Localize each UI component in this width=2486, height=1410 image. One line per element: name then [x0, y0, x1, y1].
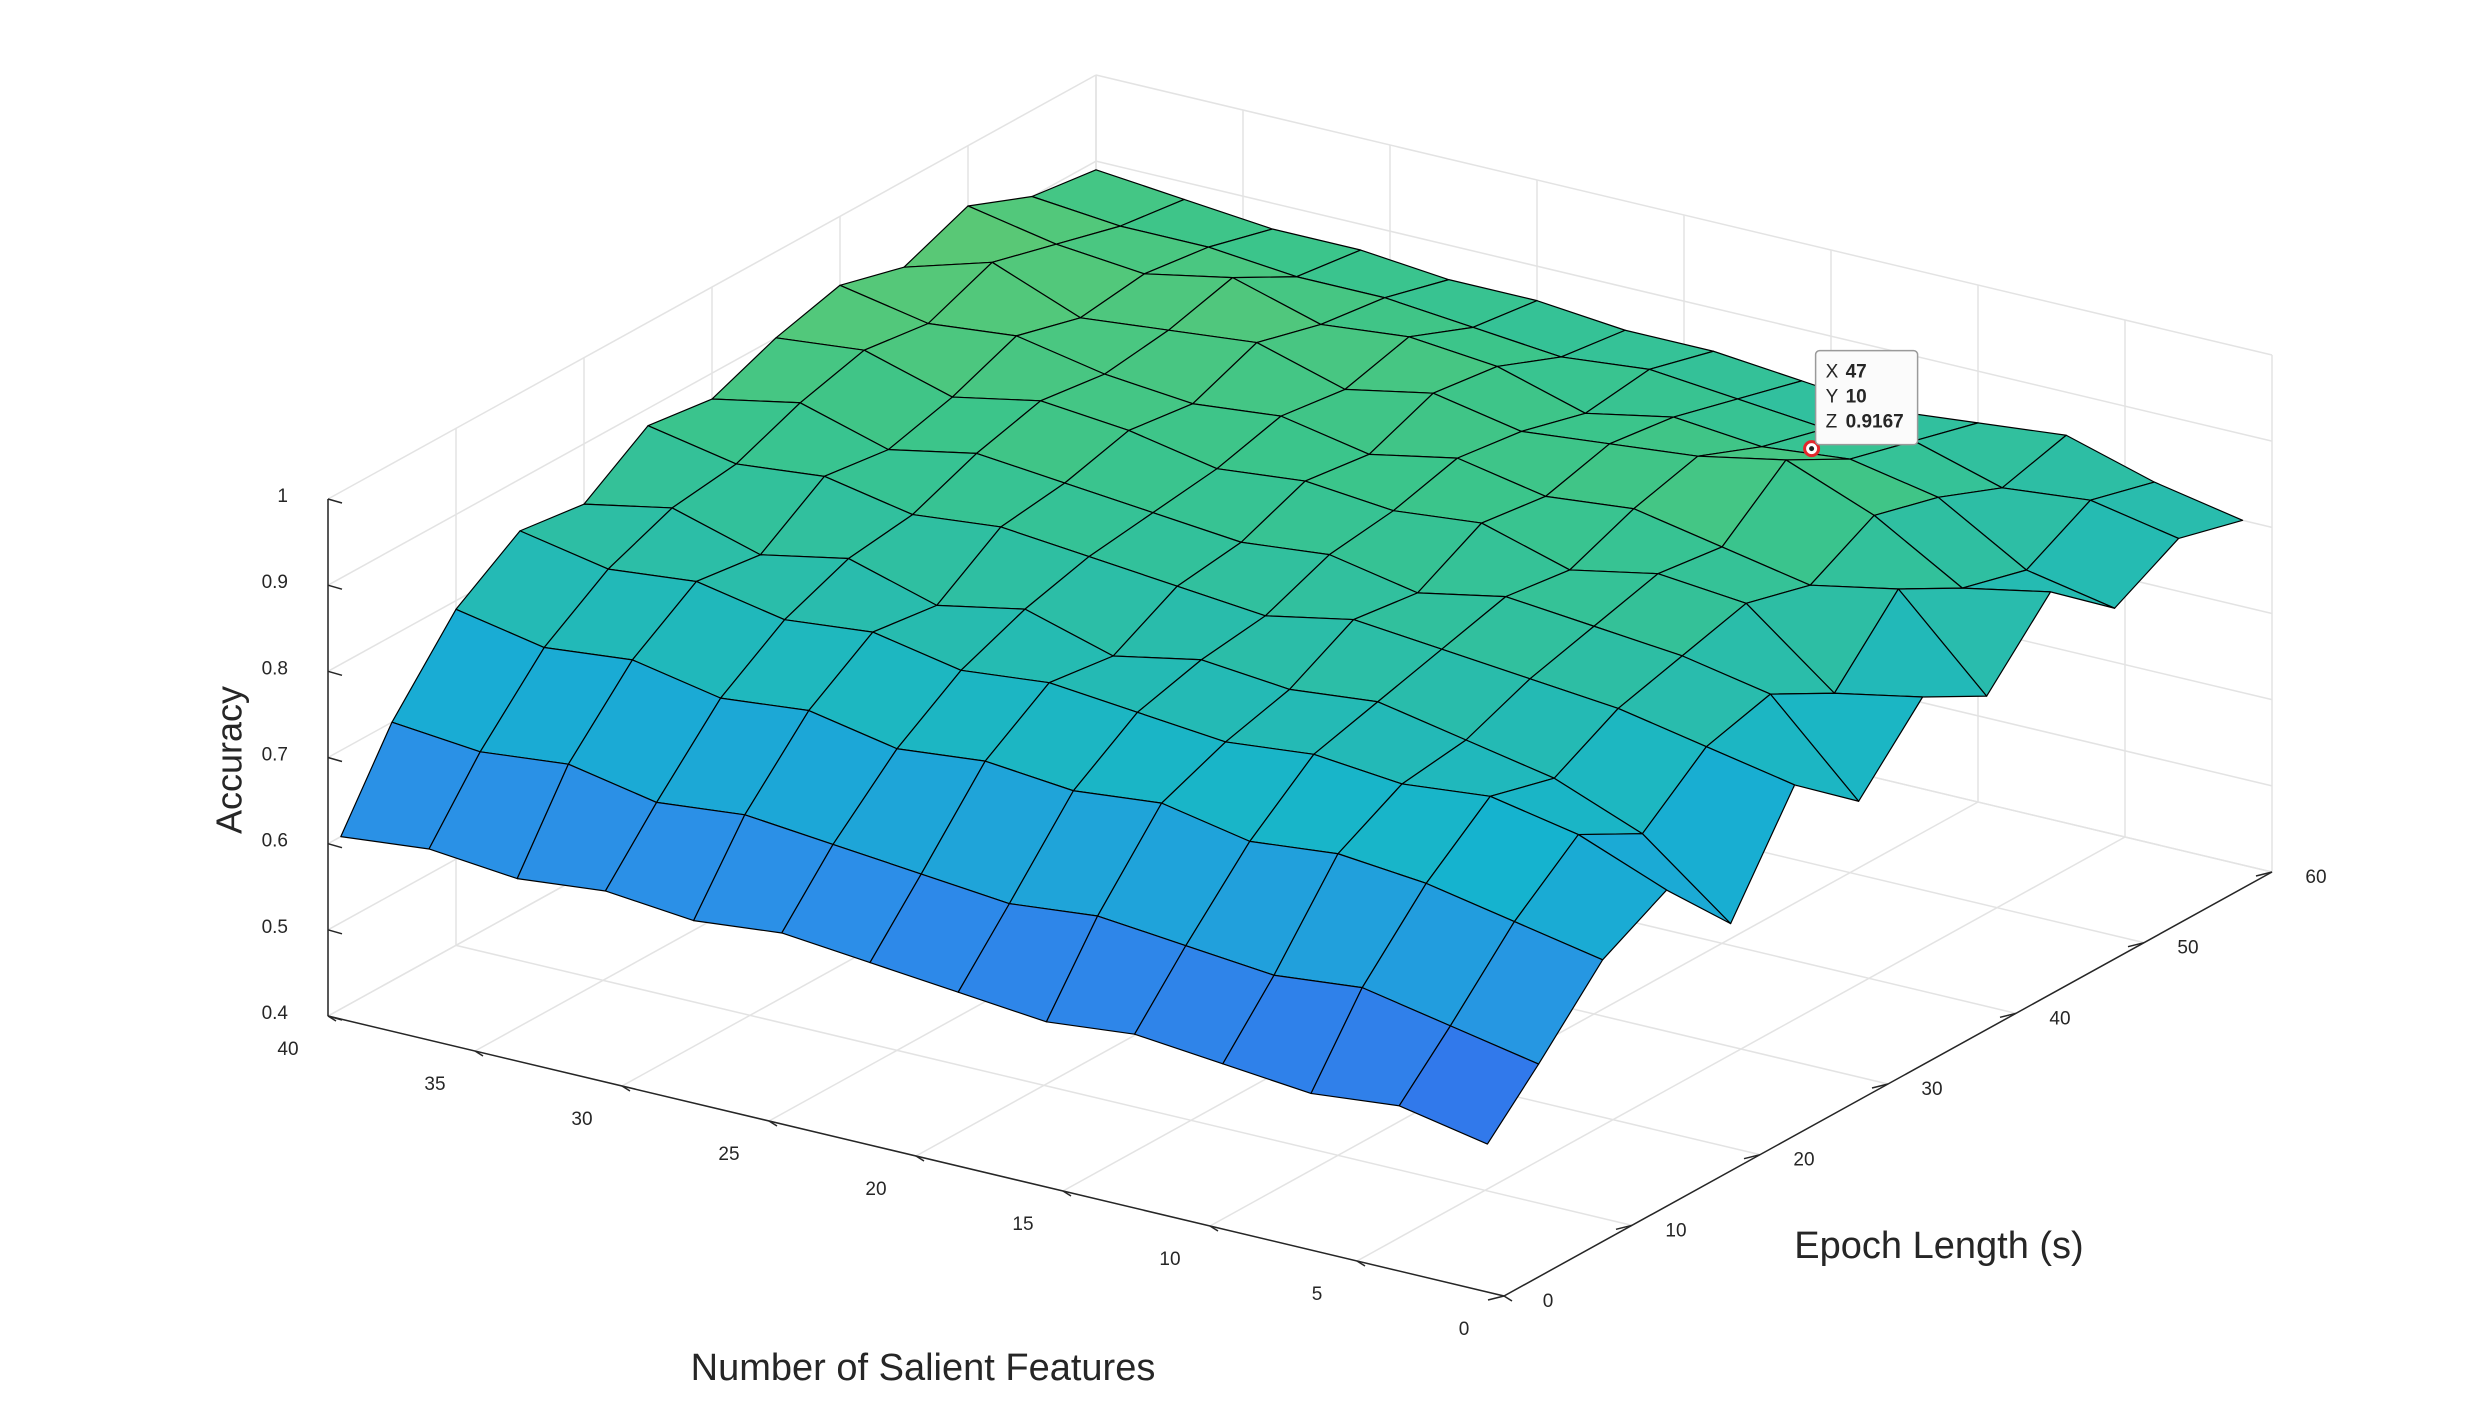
x-tick: [1487, 1295, 1505, 1301]
y-tick-label: 15: [1012, 1214, 1033, 1235]
y-tick-label: 5: [1312, 1284, 1323, 1305]
datatip-label: Z: [1826, 412, 1838, 433]
x-tick-label: 30: [1921, 1079, 1942, 1100]
grid-line: [1095, 160, 2273, 442]
y-tick-label: 0: [1459, 1319, 1470, 1340]
y-tick: [621, 1085, 631, 1092]
datatip-marker-dot: [1809, 446, 1815, 452]
x-tick-label: 20: [1793, 1150, 1814, 1171]
z-tick-label: 1: [277, 486, 288, 507]
datatip-value: 47: [1846, 362, 1867, 383]
datatip-value: 0.9167: [1846, 412, 1904, 433]
x-tick: [1999, 1012, 2017, 1019]
z-tick-label: 0.7: [262, 745, 288, 766]
x-tick-label: 10: [1665, 1220, 1686, 1241]
grid-line: [1095, 74, 2273, 356]
z-tick-label: 0.8: [262, 658, 288, 679]
y-tick: [1503, 1295, 1513, 1302]
x-tick: [2127, 941, 2145, 948]
x-tick: [1871, 1083, 1889, 1089]
x-axis-label: Epoch Length (s): [1794, 1225, 2083, 1267]
y-tick: [1062, 1190, 1072, 1197]
grid-line: [1356, 836, 2126, 1262]
y-tick-label: 25: [718, 1144, 739, 1165]
z-tick-label: 0.9: [262, 572, 288, 593]
z-tick-label: 0.4: [262, 1003, 289, 1024]
axes: 0 10 20 30 40 50 60 0 5 10 15 20 25 30 35 40 0.4 0.5 0.6 0.…: [262, 486, 2327, 1340]
y-axis-label: Number of Salient Features: [691, 1347, 1156, 1389]
x-tick: [1743, 1153, 1761, 1160]
x-tick-label: 0: [1543, 1291, 1554, 1312]
y-tick-label: 20: [865, 1179, 886, 1200]
z-tick: [327, 929, 343, 935]
y-tick: [1356, 1260, 1366, 1267]
y-tick: [768, 1120, 778, 1127]
z-tick-label: 0.6: [262, 831, 288, 852]
z-tick: [327, 670, 343, 677]
y-tick-label: 30: [571, 1109, 592, 1130]
x-tick-label: 60: [2305, 867, 2326, 888]
grid-line: [1209, 801, 1979, 1227]
z-tick-label: 0.5: [262, 917, 288, 938]
datatip-value: 10: [1846, 387, 1867, 408]
x-tick: [2255, 871, 2273, 877]
z-tick: [327, 756, 343, 763]
x-tick-label: 50: [2177, 938, 2198, 959]
x-tick-label: 40: [2049, 1008, 2070, 1029]
y-tick: [474, 1050, 484, 1057]
y-tick: [915, 1155, 925, 1162]
z-tick: [327, 1015, 343, 1021]
y-tick-label: 40: [277, 1039, 298, 1060]
datatip-label: X: [1826, 362, 1839, 383]
datatip: X 47 Y 10 Z 0.9167: [1803, 349, 1919, 458]
y-tick-label: 10: [1159, 1249, 1180, 1270]
surface-face: [1398, 1025, 1540, 1145]
datatip-box: [1814, 349, 1919, 446]
z-axis-label: Accuracy: [209, 686, 250, 834]
grid-line: [327, 74, 1097, 500]
surface: [340, 169, 2244, 1145]
datatip-label: Y: [1826, 387, 1839, 408]
y-tick-label: 35: [424, 1074, 445, 1095]
z-tick: [327, 842, 343, 849]
z-tick: [327, 498, 343, 504]
z-tick: [327, 584, 343, 590]
x-tick: [1615, 1224, 1633, 1231]
y-tick: [1209, 1225, 1219, 1232]
